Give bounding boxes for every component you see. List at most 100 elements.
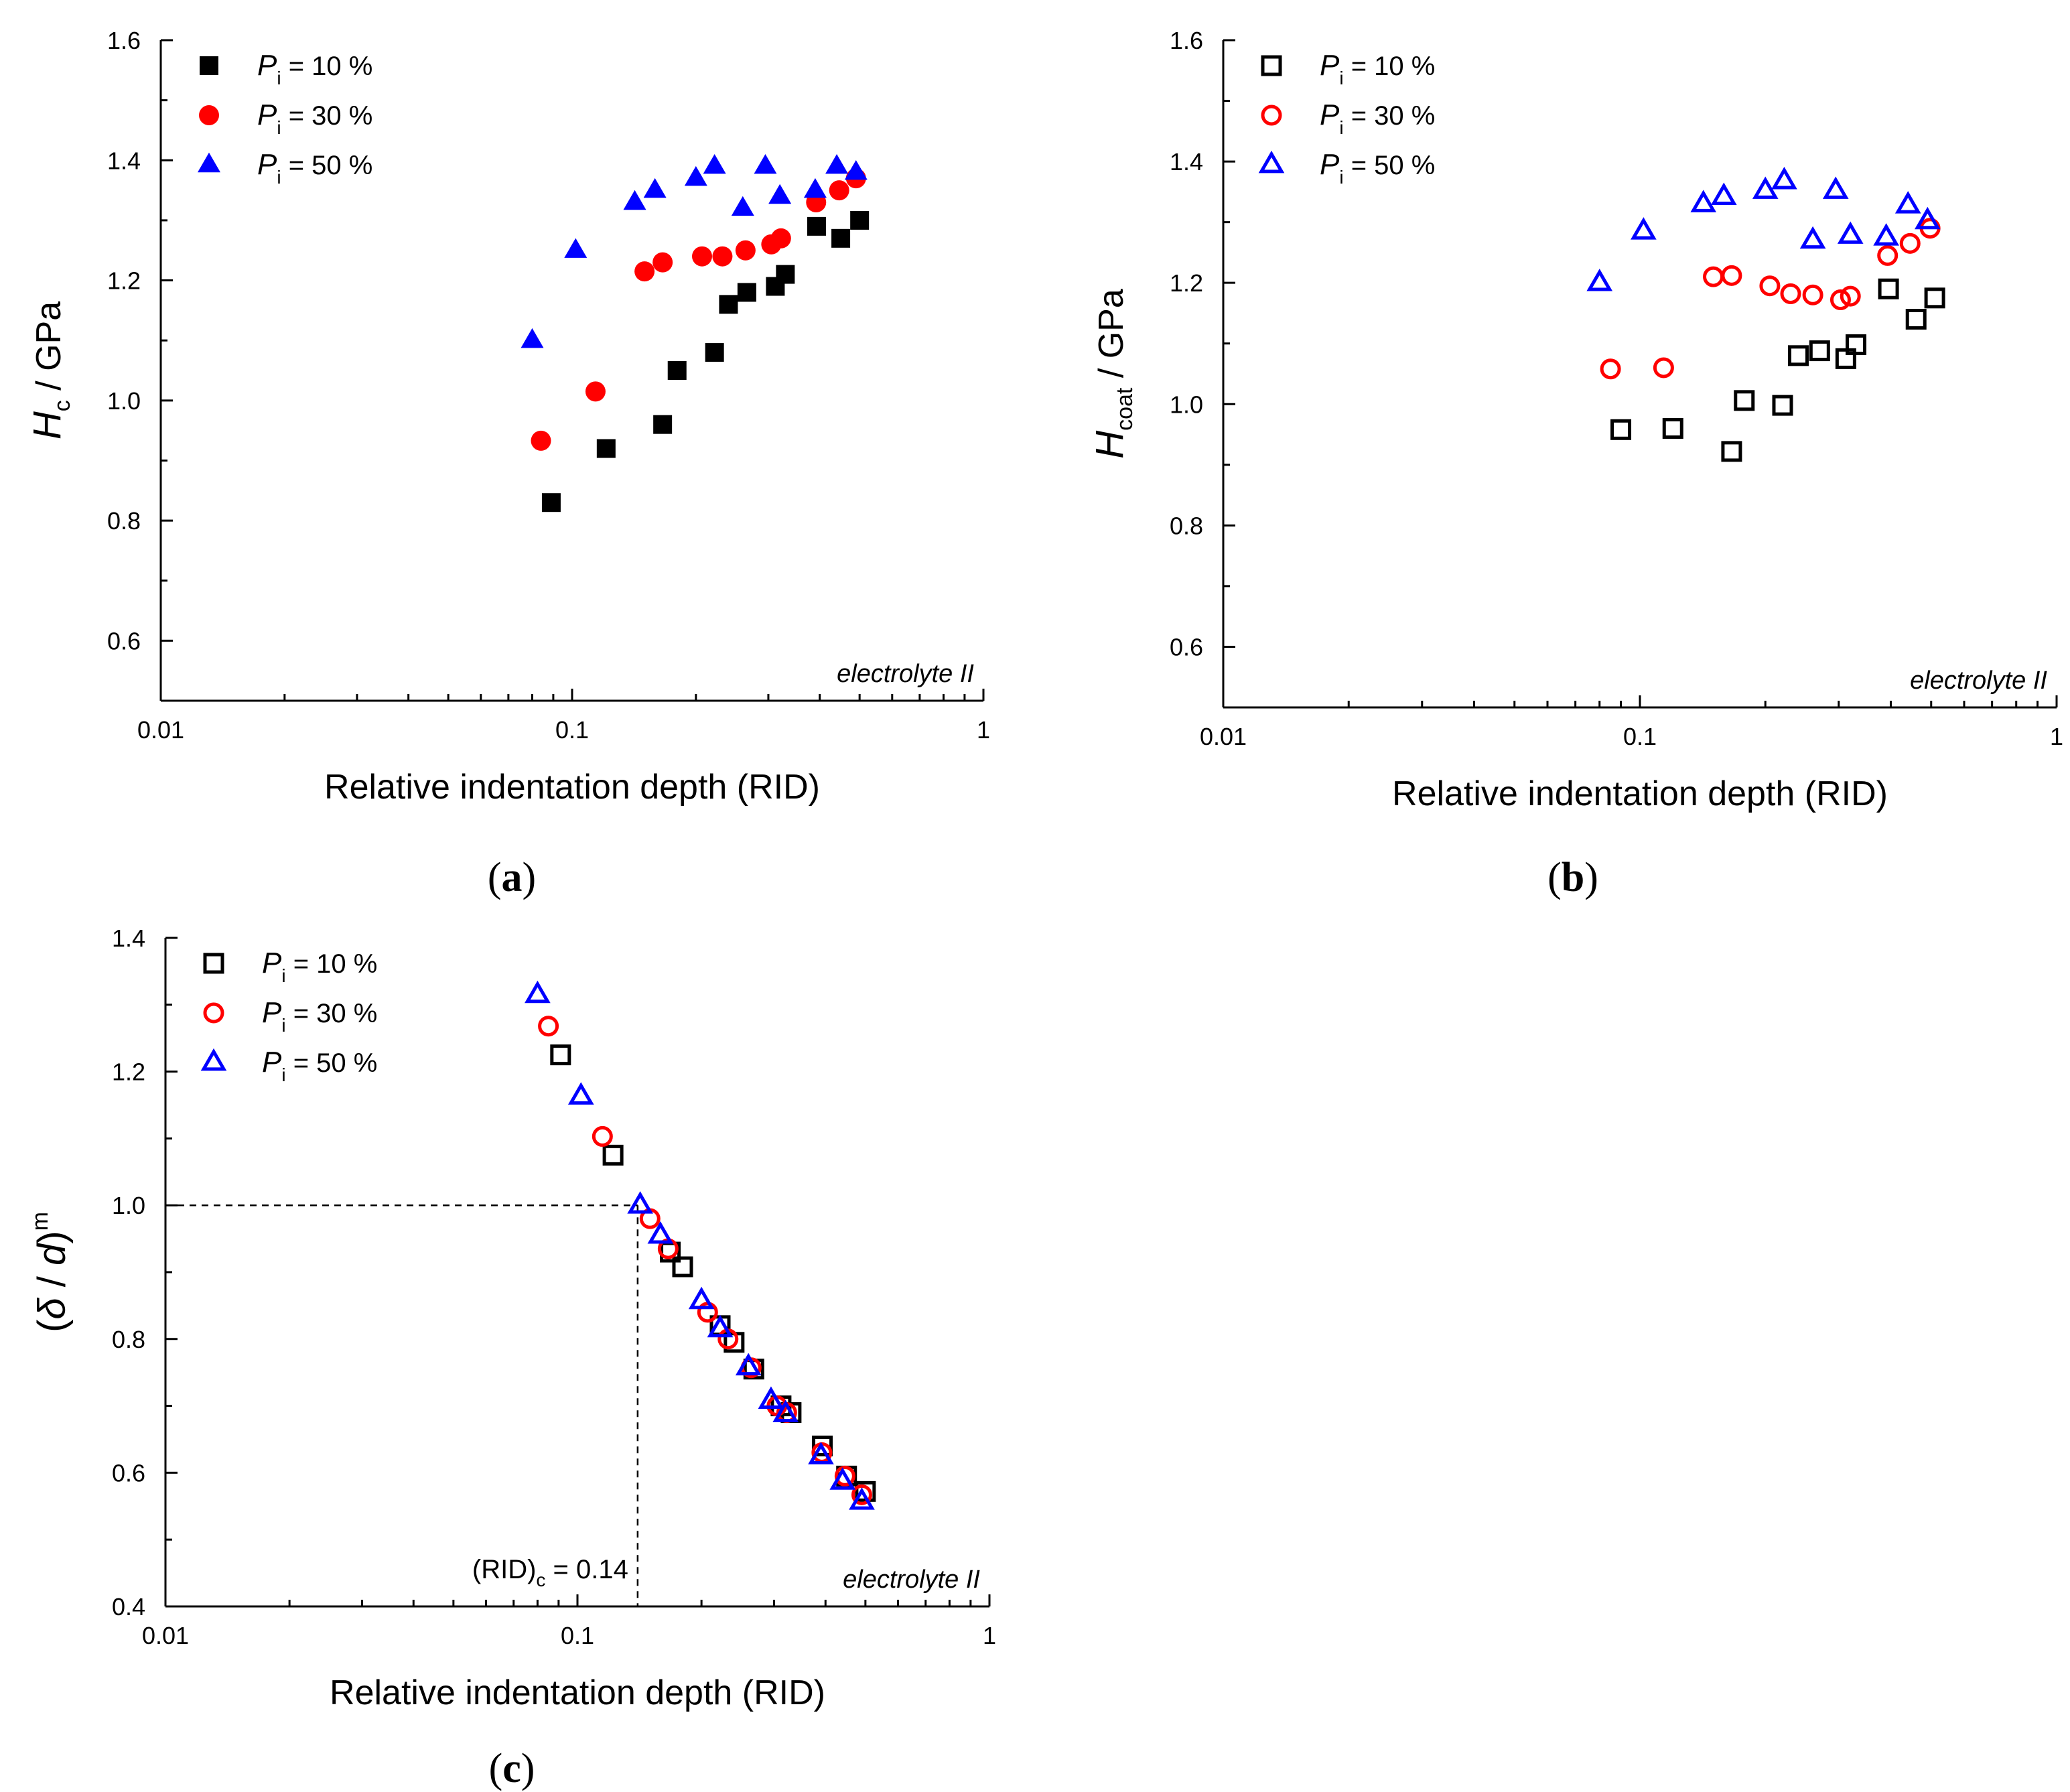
legend-symbol: P: [262, 996, 282, 1029]
y-label-subscript: coat: [1112, 387, 1137, 431]
data-point: [541, 493, 561, 512]
legend-symbol: P: [257, 148, 277, 181]
legend-value: = 10 %: [1344, 52, 1436, 81]
y-tick-label: 0.8: [107, 507, 141, 535]
y-tick-label: 1.4: [112, 924, 145, 952]
data-point: [643, 178, 667, 198]
data-point: [627, 1191, 653, 1214]
legend-value: = 30 %: [286, 999, 378, 1028]
y-label-unit: / GPa: [1092, 289, 1131, 387]
data-point: [703, 153, 726, 174]
panel-caption: (a): [488, 855, 536, 900]
data-point: [623, 190, 646, 210]
data-point: [844, 159, 868, 180]
series-2: [521, 153, 868, 348]
data-point: [834, 1465, 855, 1487]
data-point: [1721, 265, 1742, 286]
data-point: [1905, 309, 1927, 330]
y-tick-label: 1.6: [107, 27, 141, 54]
legend-entry: Pi = 10 %: [1320, 49, 1435, 88]
legend-symbol: P: [262, 947, 282, 979]
electrolyte-annotation: electrolyte II: [837, 660, 974, 688]
x-tick-label: 0.1: [561, 1622, 594, 1649]
legend-value: = 50 %: [286, 1048, 378, 1078]
caption-open: (: [488, 855, 502, 900]
data-point: [1734, 390, 1755, 411]
legend-entry: Pi = 30 %: [1320, 98, 1435, 138]
data-point: [531, 430, 551, 451]
y-tick-label: 0.8: [112, 1326, 145, 1353]
y-axis-label: Hc / GPa: [25, 301, 75, 439]
caption-open: (: [489, 1746, 503, 1791]
caption-letter: a: [502, 855, 523, 900]
y-label-d: d: [30, 1243, 74, 1265]
data-point: [1586, 269, 1613, 291]
data-point: [1846, 334, 1867, 356]
chart-panel-c: 0.4 0.6 0.8 1.0 1.2 1.4 0.01 0.1 1 Relative inden…: [27, 924, 996, 1791]
critical-label-sub: c: [536, 1570, 545, 1590]
series-1: [531, 168, 866, 451]
caption-close: ): [1584, 855, 1598, 900]
data-point: [712, 246, 733, 267]
data-point: [737, 283, 756, 302]
data-point: [567, 1082, 594, 1105]
y-label-subscript: c: [50, 400, 75, 411]
data-point: [831, 228, 851, 248]
y-tick-label: 1.4: [107, 147, 141, 174]
data-point: [807, 216, 826, 236]
data-point: [707, 1314, 734, 1338]
legend-subscript: i: [1339, 68, 1343, 88]
data-point: [647, 1221, 674, 1244]
y-tick-label: 1.6: [1170, 27, 1203, 54]
data-point: [602, 1144, 624, 1166]
data-point: [1830, 289, 1851, 311]
legend-symbol: P: [257, 98, 277, 131]
legend-marker: [1261, 105, 1282, 126]
y-label-symbol: H: [1088, 431, 1131, 459]
data-point: [1837, 221, 1864, 244]
x-tick-label: 1: [977, 716, 990, 744]
data-point: [1809, 340, 1830, 362]
data-point: [1894, 191, 1921, 214]
data-point: [829, 180, 849, 201]
data-point: [538, 1016, 559, 1037]
legend-symbol: P: [1320, 98, 1340, 131]
legend-subscript: i: [1339, 167, 1343, 188]
legend-marker: [199, 105, 219, 125]
caption-letter: b: [1562, 855, 1584, 900]
data-point: [850, 210, 870, 230]
legend-value: = 10 %: [286, 949, 378, 979]
legend-subscript: i: [281, 1064, 285, 1085]
x-tick-label: 0.1: [1623, 723, 1657, 750]
data-point: [564, 238, 588, 258]
x-tick-label: 0.01: [1200, 723, 1247, 750]
legend-symbol: P: [262, 1046, 282, 1079]
caption-close: ): [521, 1746, 535, 1791]
legend-marker: [203, 953, 224, 974]
data-point: [808, 1442, 834, 1464]
caption-close: ): [523, 855, 537, 900]
data-point: [758, 1386, 784, 1409]
caption-open: (: [1547, 855, 1562, 900]
data-point: [550, 1044, 571, 1066]
legend-subscript: i: [277, 167, 281, 188]
x-tick-label: 0.01: [142, 1622, 189, 1649]
electrolyte-annotation: electrolyte II: [843, 1566, 980, 1594]
data-point: [851, 1484, 872, 1505]
data-point: [1799, 226, 1826, 249]
data-point: [1899, 232, 1921, 254]
critical-label-main: (RID): [472, 1555, 537, 1584]
data-point: [825, 153, 849, 174]
data-point: [812, 1435, 833, 1456]
y-tick-label: 0.4: [112, 1593, 145, 1621]
critical-label-value: = 0.14: [545, 1555, 628, 1584]
data-point: [592, 1125, 613, 1147]
y-label-symbol: H: [25, 411, 69, 439]
data-point: [1878, 278, 1899, 299]
legend-marker: [200, 1048, 227, 1071]
legend-entry: Pi = 50 %: [257, 148, 372, 188]
data-point: [735, 1353, 762, 1376]
data-point: [1653, 357, 1674, 378]
data-point: [596, 439, 616, 458]
y-tick-label: 0.6: [107, 627, 141, 654]
